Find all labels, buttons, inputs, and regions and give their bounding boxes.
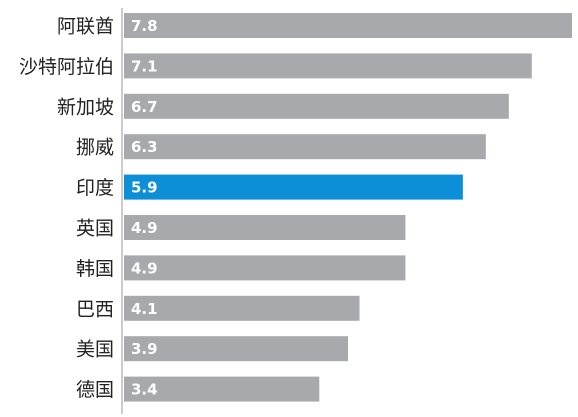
bar-row: 印度 5.9 <box>76 174 463 200</box>
bar-row: 阿联酋 7.8 <box>57 13 572 38</box>
value-label: 6.7 <box>131 98 158 116</box>
value-label: 7.8 <box>131 17 158 35</box>
bar <box>124 295 360 321</box>
category-label: 美国 <box>76 339 114 361</box>
bar <box>124 336 348 362</box>
value-label: 6.3 <box>131 138 158 156</box>
value-label: 4.9 <box>131 219 158 237</box>
value-label: 4.1 <box>131 300 158 318</box>
value-label: 3.9 <box>131 340 158 358</box>
bar <box>124 174 463 200</box>
bar-row: 新加坡 6.7 <box>57 93 509 119</box>
bar <box>124 255 406 281</box>
bar <box>124 53 532 79</box>
bar-row: 韩国 4.9 <box>76 255 406 281</box>
category-label: 沙特阿拉伯 <box>19 56 114 78</box>
bar-row: 沙特阿拉伯 7.1 <box>19 53 532 79</box>
bar <box>124 376 320 402</box>
category-label: 新加坡 <box>57 96 114 118</box>
value-label: 5.9 <box>131 179 158 197</box>
category-label: 印度 <box>76 177 114 199</box>
bar <box>124 93 509 119</box>
bar-row: 挪威 6.3 <box>76 134 486 160</box>
category-label: 巴西 <box>76 298 114 320</box>
category-label: 德国 <box>76 379 114 401</box>
bar-row: 德国 3.4 <box>76 376 320 402</box>
bar <box>124 13 572 38</box>
bar-row: 英国 4.9 <box>76 215 406 240</box>
bar <box>124 215 406 240</box>
bar <box>124 134 486 160</box>
category-label: 阿联酋 <box>57 16 114 38</box>
value-label: 4.9 <box>131 259 158 277</box>
category-label: 韩国 <box>76 258 114 280</box>
value-label: 3.4 <box>131 381 158 399</box>
category-label: 英国 <box>76 218 114 240</box>
bar-row: 巴西 4.1 <box>76 295 360 321</box>
category-label: 挪威 <box>76 137 114 159</box>
bar-row: 美国 3.9 <box>76 336 348 362</box>
value-label: 7.1 <box>131 57 158 75</box>
